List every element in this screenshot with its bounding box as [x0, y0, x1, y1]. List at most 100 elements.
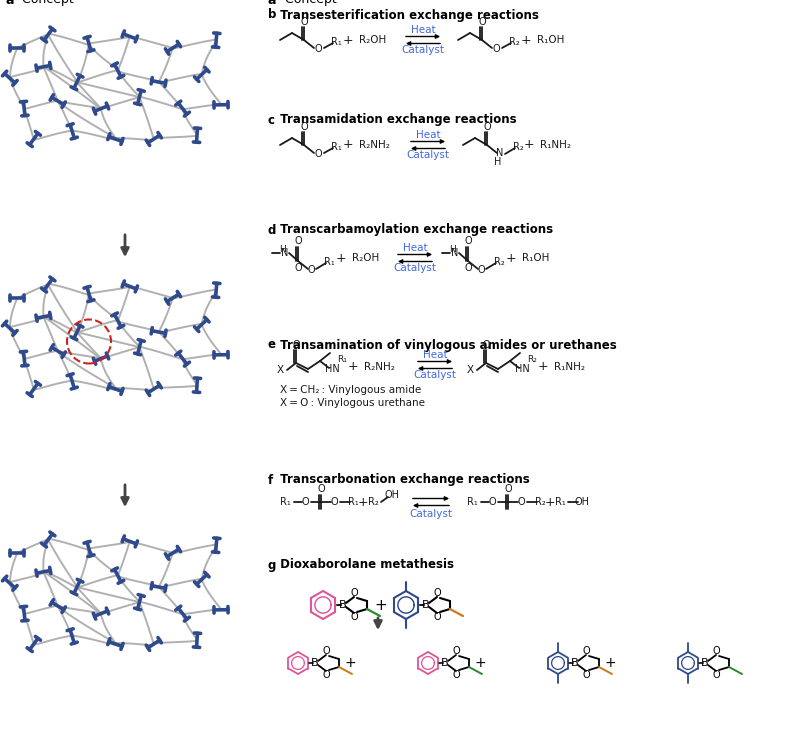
Text: B: B: [422, 600, 430, 610]
Text: HN: HN: [514, 364, 529, 374]
Text: R₁: R₁: [280, 497, 291, 507]
Text: Transamidation exchange reactions: Transamidation exchange reactions: [276, 113, 517, 127]
Text: g: g: [268, 559, 276, 572]
Text: +: +: [336, 251, 346, 265]
Text: O: O: [478, 17, 486, 27]
Text: X: X: [276, 365, 284, 375]
Text: Transamination of vinylogous amides or urethanes: Transamination of vinylogous amides or u…: [276, 338, 617, 352]
Text: O: O: [322, 670, 330, 680]
Text: R₁OH: R₁OH: [537, 35, 565, 45]
Text: Transesterification exchange reactions: Transesterification exchange reactions: [276, 8, 539, 22]
Text: f: f: [268, 473, 273, 487]
Text: O: O: [517, 497, 525, 507]
Text: O: O: [465, 236, 472, 246]
Text: O: O: [308, 265, 315, 275]
Text: O: O: [492, 44, 500, 54]
Text: O: O: [453, 646, 460, 656]
Text: Concept: Concept: [277, 0, 336, 7]
Text: R₁NH₂: R₁NH₂: [540, 140, 571, 150]
Text: Heat: Heat: [411, 25, 435, 35]
Text: R₁: R₁: [337, 356, 347, 364]
Text: H: H: [494, 157, 501, 167]
Text: O: O: [433, 588, 441, 598]
Text: Transcarbonation exchange reactions: Transcarbonation exchange reactions: [276, 473, 529, 487]
Text: O: O: [350, 588, 358, 598]
Text: O: O: [712, 670, 720, 680]
Text: N: N: [281, 248, 288, 258]
Text: O: O: [294, 236, 302, 246]
Text: HN: HN: [324, 364, 340, 374]
Text: Heat: Heat: [403, 243, 427, 253]
Text: Heat: Heat: [423, 350, 447, 360]
Text: R₂OH: R₂OH: [359, 35, 386, 45]
Text: OH: OH: [384, 490, 400, 500]
Text: R₂NH₂: R₂NH₂: [364, 362, 395, 372]
Text: O: O: [350, 612, 358, 622]
Text: b: b: [268, 8, 276, 22]
Text: B: B: [571, 658, 579, 668]
Text: R₂: R₂: [493, 257, 505, 267]
Text: N: N: [497, 148, 504, 158]
Text: e: e: [268, 338, 276, 352]
Text: R₂: R₂: [368, 497, 378, 507]
Text: Catalyst: Catalyst: [406, 150, 449, 160]
Text: +: +: [545, 496, 555, 508]
Text: R₂: R₂: [509, 37, 519, 47]
Text: Catalyst: Catalyst: [393, 263, 437, 273]
Text: +: +: [604, 656, 616, 670]
Text: O: O: [301, 497, 309, 507]
Text: O: O: [477, 265, 485, 275]
Text: a: a: [268, 0, 276, 7]
Text: +: +: [521, 34, 531, 46]
Text: B: B: [311, 658, 319, 668]
Text: Catalyst: Catalyst: [401, 45, 445, 55]
Text: O: O: [314, 149, 322, 159]
Text: R₁: R₁: [348, 497, 358, 507]
Text: Dioxaborolane metathesis: Dioxaborolane metathesis: [276, 559, 454, 572]
Text: O: O: [314, 44, 322, 54]
Text: B: B: [441, 658, 449, 668]
Text: B: B: [339, 600, 347, 610]
Text: R₂OH: R₂OH: [352, 253, 379, 263]
Text: R₁: R₁: [467, 497, 477, 507]
Text: O: O: [322, 646, 330, 656]
Text: +: +: [474, 656, 486, 670]
Text: R₁OH: R₁OH: [522, 253, 549, 263]
Text: B: B: [701, 658, 709, 668]
Text: O: O: [433, 612, 441, 622]
Text: O: O: [483, 122, 491, 132]
Text: O: O: [712, 646, 720, 656]
Text: a: a: [5, 0, 14, 7]
Text: +: +: [348, 361, 358, 374]
Text: R₁: R₁: [331, 142, 341, 152]
Text: +: +: [537, 361, 549, 374]
Text: Catalyst: Catalyst: [409, 509, 453, 519]
Text: +: +: [343, 139, 353, 152]
Text: X = O : Vinylogous urethane: X = O : Vinylogous urethane: [280, 398, 425, 408]
Text: R₂: R₂: [513, 142, 523, 152]
Text: R₁: R₁: [554, 497, 566, 507]
Text: R₂: R₂: [534, 497, 545, 507]
Text: O: O: [292, 340, 300, 350]
Text: O: O: [488, 497, 496, 507]
Text: O: O: [482, 340, 490, 350]
Text: d: d: [268, 224, 276, 236]
Text: O: O: [465, 263, 472, 273]
Text: O: O: [317, 484, 325, 494]
Text: Transcarbamoylation exchange reactions: Transcarbamoylation exchange reactions: [276, 224, 553, 236]
Text: Concept: Concept: [14, 0, 74, 7]
Text: O: O: [582, 670, 590, 680]
Text: Heat: Heat: [416, 130, 441, 140]
Text: R₂: R₂: [527, 356, 537, 364]
Text: R₂NH₂: R₂NH₂: [359, 140, 390, 150]
Text: OH: OH: [574, 497, 590, 507]
Text: O: O: [294, 263, 302, 273]
Text: R₁NH₂: R₁NH₂: [554, 362, 585, 372]
Text: O: O: [504, 484, 512, 494]
Text: X = CH₂ : Vinylogous amide: X = CH₂ : Vinylogous amide: [280, 385, 421, 395]
Text: O: O: [330, 497, 338, 507]
Text: O: O: [582, 646, 590, 656]
Text: +: +: [358, 496, 368, 508]
Text: O: O: [300, 122, 308, 132]
Text: c: c: [268, 113, 275, 127]
